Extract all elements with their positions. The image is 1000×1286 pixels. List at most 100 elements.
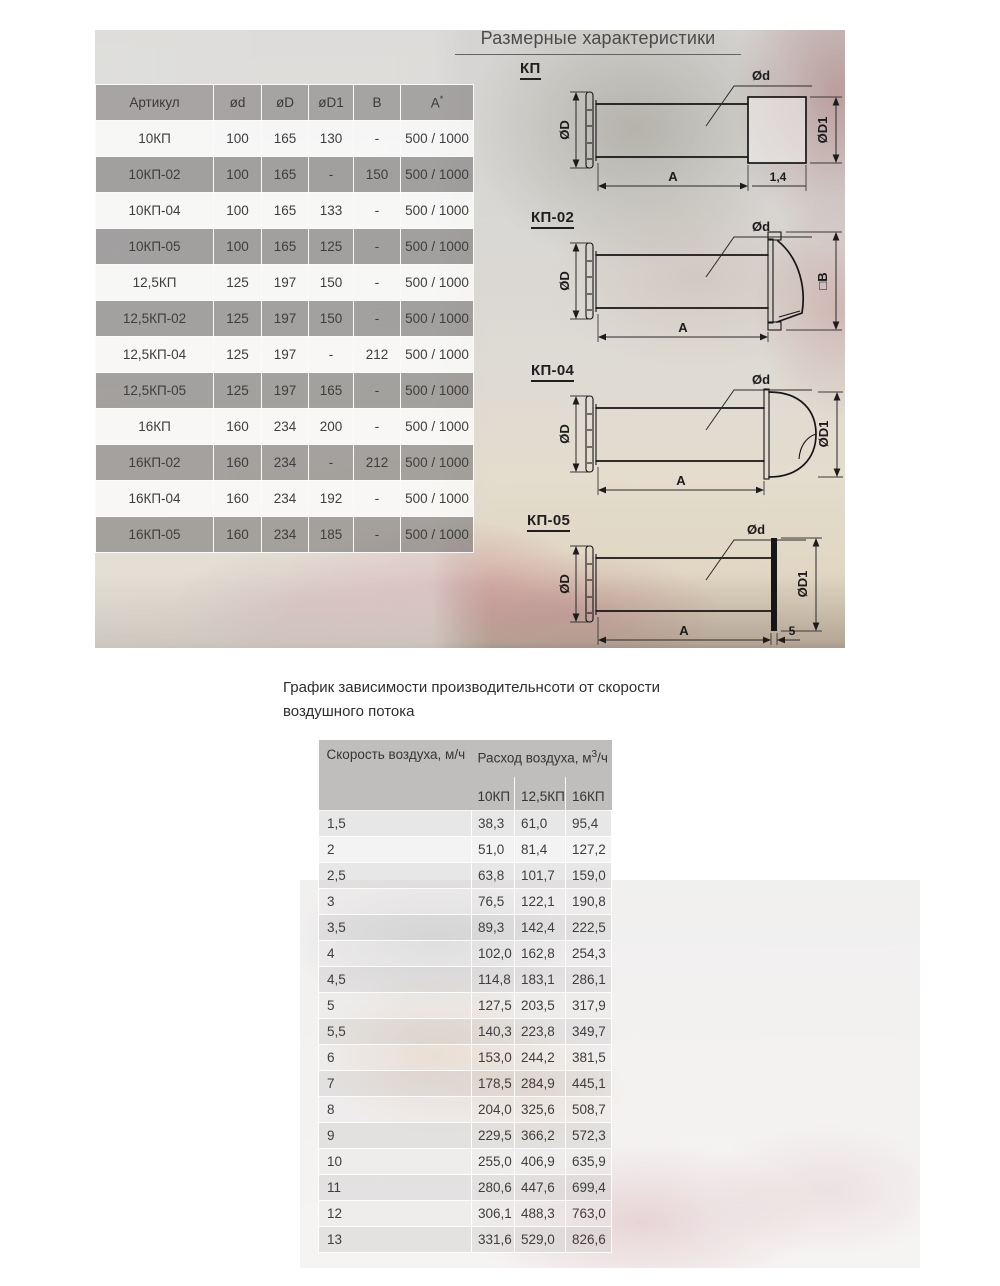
drawing-label-kp02: КП-02 xyxy=(531,209,575,229)
dim-table-cell: 16КП-05 xyxy=(95,516,214,553)
model-header-16kp: 16КП xyxy=(565,777,612,811)
dim-label-a: A xyxy=(676,473,686,488)
flow-table-cell: 183,1 xyxy=(514,966,566,993)
drawing-kp05-svg: ØD Ød ØD1 A 5 xyxy=(557,522,822,645)
dim-table-cell: 10КП-04 xyxy=(95,192,214,229)
dim-table-cell: 500 / 1000 xyxy=(400,264,474,301)
dim-label-od-left: ØD xyxy=(557,574,572,594)
dim-table-cell: 16КП-02 xyxy=(95,444,214,481)
dim-table-cell: - xyxy=(353,192,401,229)
dim-label-extra: 5 xyxy=(789,624,796,638)
flow-table-row: 7 178,5 284,9 445,1 xyxy=(318,1070,612,1097)
dim-column-header: øD1 xyxy=(308,84,354,121)
dim-table-cell: 500 / 1000 xyxy=(400,300,474,337)
flow-table-cell: 699,4 xyxy=(565,1174,612,1201)
flow-table-cell: 95,4 xyxy=(565,810,612,837)
flow-table-cell: 142,4 xyxy=(514,914,566,941)
flow-table-row: 10 255,0 406,9 635,9 xyxy=(318,1148,612,1175)
flow-table-cell: 331,6 xyxy=(471,1226,515,1253)
flow-table-cell: 5,5 xyxy=(318,1018,472,1045)
flow-table-cell: 488,3 xyxy=(514,1200,566,1227)
flow-table-cell: 89,3 xyxy=(471,914,515,941)
flow-table-row: 3 76,5 122,1 190,8 xyxy=(318,888,612,915)
dim-label-od1-right: ØD1 xyxy=(795,571,810,598)
dim-table-cell: 160 xyxy=(213,444,262,481)
dim-table-cell: 100 xyxy=(213,156,262,193)
dim-table-cell: 500 / 1000 xyxy=(400,156,474,193)
dim-table-cell: 10КП-02 xyxy=(95,156,214,193)
dim-table-cell: - xyxy=(353,372,401,409)
dim-table-cell: 197 xyxy=(261,372,309,409)
speed-column-header: Скорость воздуха, м/ч xyxy=(318,740,472,811)
flow-table-cell: 447,6 xyxy=(514,1174,566,1201)
model-header-10kp: 10КП xyxy=(471,777,515,811)
dim-table-cell: 12,5КП-02 xyxy=(95,300,214,337)
drawing-label-kp04: КП-04 xyxy=(531,362,575,382)
flow-table-cell: 10 xyxy=(318,1148,472,1175)
dim-table-cell: 165 xyxy=(308,372,354,409)
dim-column-header: Артикул xyxy=(95,84,214,121)
flow-table-cell: 190,8 xyxy=(565,888,612,915)
dim-table-cell: 16КП-04 xyxy=(95,480,214,517)
dim-table-cell: 100 xyxy=(213,120,262,157)
dim-table-cell: - xyxy=(353,120,401,157)
flow-table-row: 9 229,5 366,2 572,3 xyxy=(318,1122,612,1149)
dim-table-row: 10КП-02 100 165-150 500 / 1000 xyxy=(95,156,474,193)
flow-table-cell: 76,5 xyxy=(471,888,515,915)
flow-table-cell: 122,1 xyxy=(514,888,566,915)
dim-table-cell: 234 xyxy=(261,516,309,553)
dim-label-od-left: ØD xyxy=(557,271,572,291)
dim-table-row: 12,5КП-05 125 197 165-500 / 1000 xyxy=(95,372,474,409)
flow-table-cell: 101,7 xyxy=(514,862,566,889)
dim-table-cell: - xyxy=(308,336,354,373)
flow-table-cell: 13 xyxy=(318,1226,472,1253)
technical-drawing-kp02: КП-02 ØD Ød □B A xyxy=(531,209,842,342)
flow-table-cell: 127,5 xyxy=(471,992,515,1019)
dim-table-row: 16КП-02 160 234-212 500 / 1000 xyxy=(95,444,474,481)
flow-table-cell: 229,5 xyxy=(471,1122,515,1149)
dim-label-od1-right: ØD1 xyxy=(815,117,830,144)
flow-table-cell: 635,9 xyxy=(565,1148,612,1175)
flow-table-cell: 508,7 xyxy=(565,1096,612,1123)
dim-label-a: A xyxy=(668,169,678,184)
flow-table-cell: 61,0 xyxy=(514,810,566,837)
dim-table-cell: 500 / 1000 xyxy=(400,336,474,373)
dim-table-cell: - xyxy=(353,408,401,445)
dim-table-cell: 16КП xyxy=(95,408,214,445)
dim-table-cell: - xyxy=(308,444,354,481)
dim-table-cell: - xyxy=(353,480,401,517)
flow-title-line1: График зависимости производительнсоти от… xyxy=(283,679,660,696)
flow-section-title: График зависимости производительнсоти от… xyxy=(283,676,723,724)
dim-table-cell: - xyxy=(308,156,354,193)
technical-drawing-kp05: КП-05 ØD Ød ØD1 A 5 xyxy=(527,512,822,645)
flow-group-header-sup: 3 xyxy=(591,749,598,760)
flow-table-cell: 3,5 xyxy=(318,914,472,941)
dim-table-cell: 125 xyxy=(308,228,354,265)
dim-table-cell: - xyxy=(353,300,401,337)
flow-table-cell: 63,8 xyxy=(471,862,515,889)
flow-table-cell: 325,6 xyxy=(514,1096,566,1123)
dim-column-header: A* xyxy=(400,84,474,121)
flow-group-header-text: Расход воздуха, м xyxy=(477,750,592,766)
dim-table-cell: 125 xyxy=(213,372,262,409)
flow-table-cell: 162,8 xyxy=(514,940,566,967)
flow-table-cell: 2 xyxy=(318,836,472,863)
dim-label-od-pipe: Ød xyxy=(752,68,770,83)
dim-table-cell: 500 / 1000 xyxy=(400,372,474,409)
dim-table-cell: 12,5КП-05 xyxy=(95,372,214,409)
dim-table-cell: 125 xyxy=(213,264,262,301)
drawing-kp04-svg: ØD Ød ØD1 A xyxy=(557,372,843,495)
dim-table-cell: 133 xyxy=(308,192,354,229)
dim-label-a: A xyxy=(678,320,688,335)
dim-label-extra: 1,4 xyxy=(770,170,787,184)
dim-table-row: 16КП-05 160 234 185-500 / 1000 xyxy=(95,516,474,553)
flow-table-row: 8 204,0 325,6 508,7 xyxy=(318,1096,612,1123)
flow-table-cell: 102,0 xyxy=(471,940,515,967)
technical-drawing-kp: КП ØD Ød ØD1 A 1,4 xyxy=(520,60,842,191)
dim-table-cell: 234 xyxy=(261,444,309,481)
dim-table-cell: 150 xyxy=(353,156,401,193)
flow-table-cell: 255,0 xyxy=(471,1148,515,1175)
flow-table-cell: 4,5 xyxy=(318,966,472,993)
flow-table-row: 2 51,0 81,4 127,2 xyxy=(318,836,612,863)
flow-table-cell: 223,8 xyxy=(514,1018,566,1045)
